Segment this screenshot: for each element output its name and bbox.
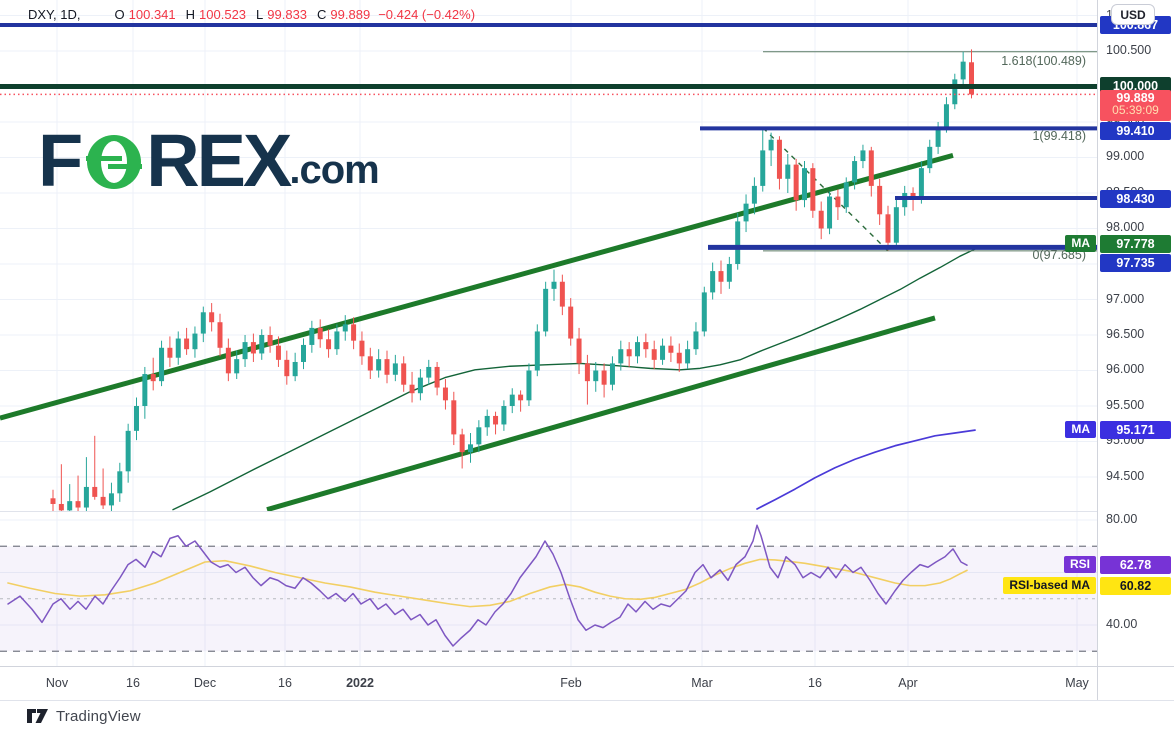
price-axis[interactable]: 101.000100.50099.50099.00098.50098.00097… xyxy=(1097,0,1174,700)
currency-unit-button[interactable]: USD xyxy=(1111,4,1155,25)
open-value: 100.341 xyxy=(128,7,176,22)
price-badge: 97.735 xyxy=(1100,254,1171,272)
ma-green-tag: MA xyxy=(1065,235,1096,252)
price-axis-label: 96.000 xyxy=(1106,362,1145,376)
price-badge: 98.430 xyxy=(1100,190,1171,208)
fib-level-label: 1.618(100.489) xyxy=(1001,54,1086,68)
chart-canvas[interactable] xyxy=(0,0,1174,700)
time-axis-tick: May xyxy=(1065,676,1089,690)
close-label: C xyxy=(317,7,327,22)
price-axis-label: 100.500 xyxy=(1106,43,1152,57)
time-axis-tick: Mar xyxy=(691,676,713,690)
bottom-toolbar: TradingView xyxy=(0,700,1174,731)
price-badge: 97.778 xyxy=(1100,235,1171,253)
price-axis-label: 95.500 xyxy=(1106,398,1145,412)
time-axis[interactable]: Nov 16 Dec 16 2022 Feb Mar 16 Apr May xyxy=(0,666,1097,701)
price-badge: 99.889 05:39:09 xyxy=(1100,90,1171,121)
time-axis-tick: 16 xyxy=(278,676,292,690)
tradingview-logo-icon[interactable] xyxy=(27,708,49,724)
change-value: −0.424 (−0.42%) xyxy=(378,7,476,22)
price-badge: 62.78 xyxy=(1100,556,1171,574)
symbol-interval[interactable]: DXY, 1D, xyxy=(28,7,81,22)
ma-blue-tag: MA xyxy=(1065,421,1096,438)
time-axis-tick: Dec xyxy=(193,676,217,690)
high-value: 100.523 xyxy=(199,7,247,22)
rsi-ma-tag: RSI-based MA xyxy=(1003,577,1096,594)
price-axis-label: 80.00 xyxy=(1106,512,1138,526)
price-axis-label: 98.000 xyxy=(1106,220,1145,234)
price-badge: 60.82 xyxy=(1100,577,1171,595)
rsi-tag: RSI xyxy=(1063,556,1096,573)
time-axis-tick: Feb xyxy=(560,676,582,690)
symbol-legend[interactable]: DXY, 1D, O 100.341 H 100.523 L 99.833 C 99.8… xyxy=(28,7,475,22)
close-value: 99.889 xyxy=(330,7,371,22)
fib-level-label: 1(99.418) xyxy=(1032,129,1086,143)
price-badge: 99.410 xyxy=(1100,122,1171,140)
price-axis-label: 94.500 xyxy=(1106,469,1145,483)
open-label: O xyxy=(114,7,125,22)
time-axis-tick: Nov xyxy=(45,676,69,690)
price-axis-label: 96.500 xyxy=(1106,327,1145,341)
low-label: L xyxy=(256,7,264,22)
tradingview-brand: TradingView xyxy=(56,707,141,725)
low-value: 99.833 xyxy=(267,7,308,22)
axis-corner xyxy=(1097,666,1174,701)
high-label: H xyxy=(185,7,196,22)
price-axis-label: 97.000 xyxy=(1106,292,1145,306)
time-axis-tick: 16 xyxy=(808,676,822,690)
time-axis-tick: Apr xyxy=(898,676,918,690)
price-axis-label: 99.000 xyxy=(1106,149,1145,163)
time-axis-tick: 16 xyxy=(126,676,140,690)
price-badge: 95.171 xyxy=(1100,421,1171,439)
price-axis-label: 40.00 xyxy=(1106,617,1138,631)
time-axis-tick: 2022 xyxy=(346,676,374,690)
